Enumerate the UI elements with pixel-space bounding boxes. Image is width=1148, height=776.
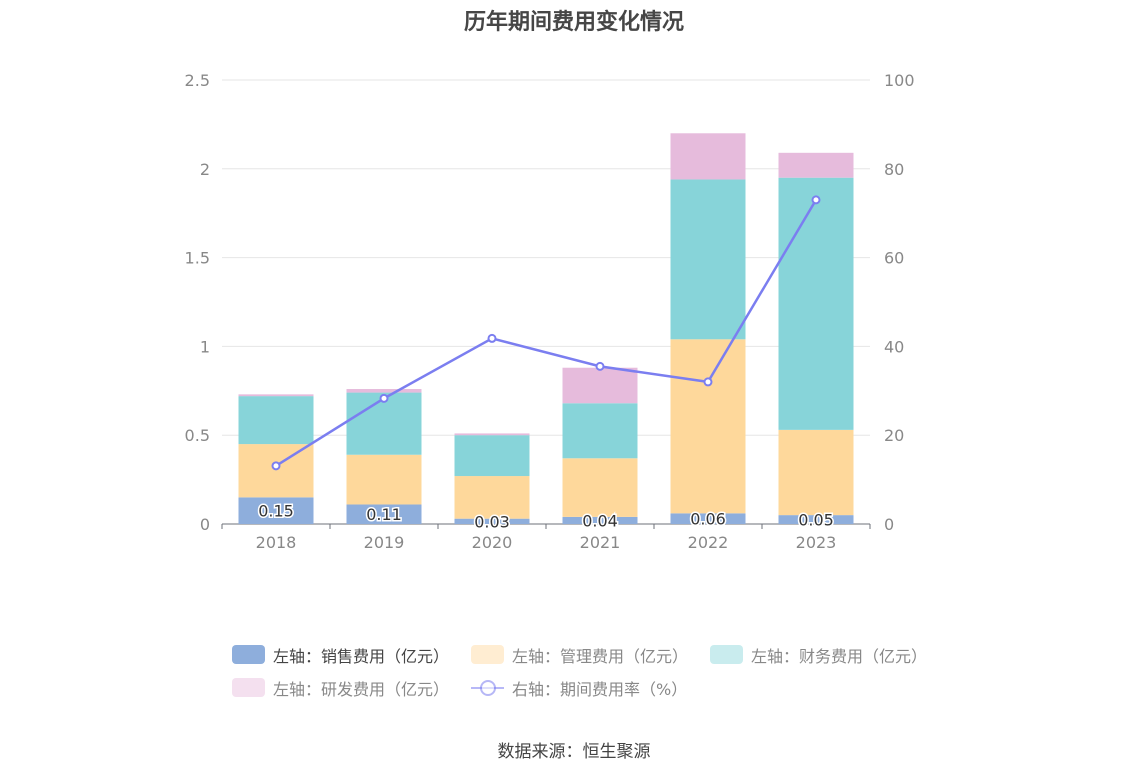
bar-segment-2 [346,392,422,455]
bar-segment-1 [346,454,422,505]
rate-point [487,333,497,343]
bar-segment-1 [562,458,638,517]
x-tick-label: 2018 [256,533,297,552]
legend-item-expense-rate[interactable]: 右轴：期间费用率（%） [471,676,687,700]
rate-line [275,199,818,467]
bar-segment-2 [238,396,314,445]
y-right-tick-label: 80 [884,160,904,179]
y-left-tick-label: 0.5 [185,426,210,445]
bar-segment-1 [454,476,530,519]
bar-segment-3 [562,367,638,404]
bar-segment-3 [238,394,314,397]
bar-segment-2 [670,179,746,340]
legend-swatch-sales [232,645,265,664]
legend-swatch-rd [232,678,265,697]
bar-value-label: 0.04 [582,511,618,530]
bar-segment-1 [670,339,746,514]
bar-segment-3 [454,433,530,436]
legend-item-finance[interactable]: 左轴：财务费用（亿元） [710,643,927,667]
y-right-tick-label: 20 [884,426,904,445]
legend: 左轴：销售费用（亿元） 左轴：管理费用（亿元） 左轴：财务费用（亿元） 左轴：研… [232,638,952,704]
y-left-tick-label: 1 [200,337,210,356]
legend-item-sales[interactable]: 左轴：销售费用（亿元） [232,643,449,667]
legend-item-admin[interactable]: 左轴：管理费用（亿元） [471,643,688,667]
y-left-tick-label: 2 [200,160,210,179]
rate-point [271,461,281,471]
x-tick-label: 2022 [688,533,729,552]
bar-value-label: 0.03 [474,512,510,531]
bar-segment-3 [670,133,746,180]
rate-point [703,377,713,387]
bar-value-label: 0.15 [258,502,294,521]
legend-swatch-admin [471,645,505,664]
rate-point [811,195,821,205]
bar-value-label: 0.11 [366,505,402,524]
bar-value-label: 0.05 [798,511,834,530]
chart-title: 历年期间费用变化情况 [463,10,684,35]
bar-value-label: 0.06 [690,510,726,529]
legend-line-icon [471,678,505,697]
bar-segment-0 [346,504,422,524]
y-right-tick-label: 60 [884,249,904,268]
legend-row: 左轴：销售费用（亿元） 左轴：管理费用（亿元） 左轴：财务费用（亿元） [232,638,952,671]
legend-label-admin: 左轴：管理费用（亿元） [512,646,689,666]
bar-segment-3 [346,389,422,393]
x-tick-label: 2023 [796,533,837,552]
bar-segment-0 [778,515,854,524]
y-left-tick-label: 0 [200,515,210,534]
legend-label-rd: 左轴：研发费用（亿元） [273,679,450,699]
y-left-tick-label: 2.5 [185,71,210,90]
y-right-tick-label: 0 [884,515,894,534]
legend-swatch-finance [710,645,744,664]
bar-segment-2 [562,403,638,459]
legend-item-rd[interactable]: 左轴：研发费用（亿元） [232,676,449,700]
y-left-tick-label: 1.5 [185,249,210,268]
x-tick-label: 2020 [472,533,513,552]
x-tick-label: 2019 [364,533,405,552]
legend-row: 左轴：研发费用（亿元） 右轴：期间费用率（%） [232,671,952,704]
bar-segment-0 [238,497,314,524]
bar-segment-3 [778,152,854,178]
bar-segment-1 [778,429,854,516]
rate-point [379,393,389,403]
bar-segment-0 [562,516,638,524]
source-note: 数据来源：恒生聚源 [497,742,651,762]
legend-label-sales: 左轴：销售费用（亿元） [273,646,450,666]
bar-segment-2 [778,177,854,430]
y-right-tick-label: 100 [884,71,915,90]
bar-segment-1 [238,444,314,498]
legend-label-expense-rate: 右轴：期间费用率（%） [512,679,688,699]
x-tick-label: 2021 [580,533,621,552]
y-right-tick-label: 40 [884,337,904,356]
bar-segment-2 [454,435,530,477]
legend-label-finance: 左轴：财务费用（亿元） [751,646,928,666]
bar-segment-0 [670,513,746,524]
rate-point [595,361,605,371]
bar-segment-0 [454,518,530,524]
